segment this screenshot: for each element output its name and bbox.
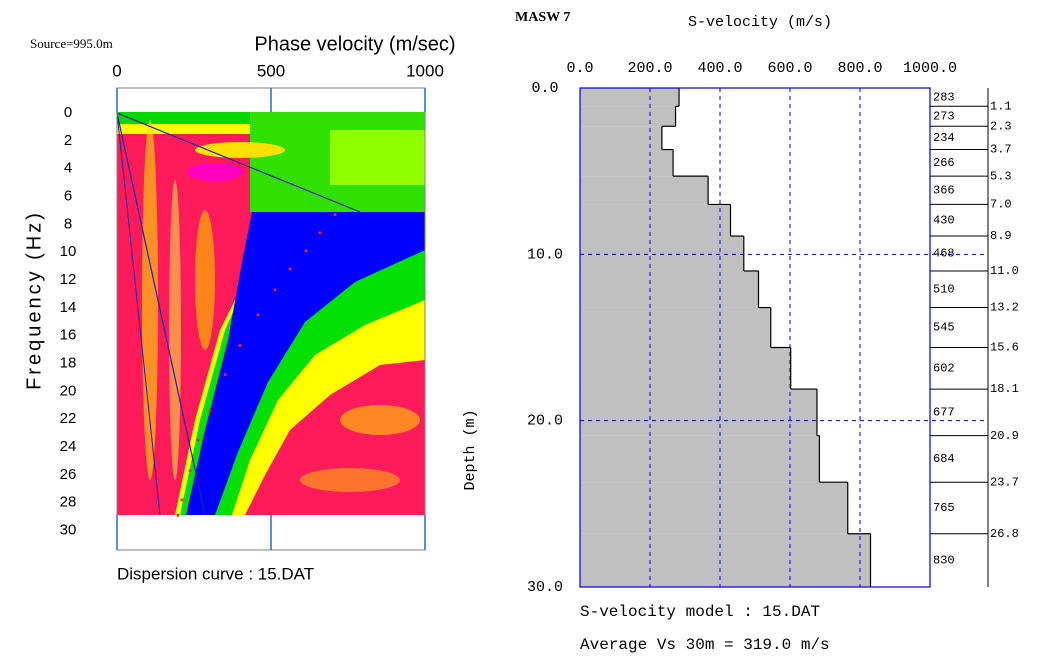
dispersion-point — [223, 373, 227, 377]
velocity-label: 266 — [933, 156, 955, 170]
velocity-label: 602 — [933, 361, 955, 375]
depth-label: 2.3 — [990, 119, 1012, 133]
source-label: Source=995.0m — [30, 36, 113, 51]
layer — [580, 435, 820, 483]
velocity-label: 366 — [933, 183, 955, 197]
velocity-label: 283 — [933, 90, 955, 104]
dispersion-point — [176, 513, 180, 517]
x-tick-label: 400.0 — [697, 60, 742, 77]
layer — [580, 307, 771, 348]
y-tick-label: 10 — [60, 243, 77, 260]
y-tick-label: 20.0 — [527, 413, 563, 430]
depth-label: 1.1 — [990, 99, 1012, 113]
velocity-label: 677 — [933, 406, 955, 420]
dispersion-point — [288, 267, 292, 271]
depth-label: 26.8 — [990, 527, 1019, 541]
y-tick-label: 8 — [64, 215, 72, 232]
layer — [580, 149, 674, 177]
layer — [580, 270, 759, 308]
dispersion-point — [304, 249, 308, 253]
dispersion-point — [180, 498, 184, 502]
y-tick-label: 10.0 — [527, 246, 563, 263]
x-tick-label: 500 — [257, 61, 285, 80]
velocity-label: 545 — [933, 321, 955, 335]
y-tick-label: 0.0 — [531, 80, 558, 97]
caption: Dispersion curve : 15.DAT — [117, 564, 314, 583]
x-tick-label: 1000 — [406, 61, 444, 80]
y-tick-label: 12 — [60, 271, 77, 288]
y-tick-label: 2 — [64, 132, 72, 149]
y-tick-label: 20 — [60, 382, 77, 399]
velocity-label: 684 — [933, 452, 955, 466]
layer — [580, 176, 709, 205]
dispersion-point — [208, 409, 212, 413]
y-tick-label: 6 — [64, 188, 72, 205]
velocity-label: 273 — [933, 109, 955, 123]
note: Average Vs 30m = 319.0 m/s — [580, 636, 830, 654]
layer — [580, 236, 744, 271]
dispersion-point — [273, 288, 277, 292]
y-tick-label: 0 — [64, 104, 72, 121]
dispersion-point — [318, 231, 322, 235]
y-axis-label: Frequency (Hz) — [23, 210, 45, 390]
depth-label: 7.0 — [990, 198, 1012, 212]
y-tick-label: 30 — [60, 521, 77, 538]
velocity-label: 430 — [933, 213, 955, 227]
right-frame — [579, 87, 931, 588]
y-tick-label: 22 — [60, 410, 77, 427]
velocity-label: 234 — [933, 131, 955, 145]
depth-label: 5.3 — [990, 169, 1012, 183]
velocity-label: 765 — [933, 501, 955, 515]
depth-label: 18.1 — [990, 382, 1019, 396]
layer — [580, 533, 871, 587]
depth-label: 15.6 — [990, 341, 1019, 355]
y-tick-label: 24 — [60, 438, 77, 455]
y-tick-label: 18 — [60, 354, 77, 371]
velocity-label: 830 — [933, 554, 955, 568]
layer — [580, 389, 817, 436]
x-axis-label: Phase velocity (m/sec) — [254, 33, 455, 55]
y-tick-label: 26 — [60, 466, 77, 483]
x-tick-label: 600.0 — [767, 60, 812, 77]
depth-label: 13.2 — [990, 301, 1019, 315]
dispersion-point — [196, 438, 200, 442]
dispersion-point — [188, 469, 192, 473]
x-tick-label: 200.0 — [627, 60, 672, 77]
layer — [580, 204, 731, 237]
dispersion-point — [333, 213, 337, 217]
y-axis-label: Depth (m) — [462, 409, 479, 490]
dispersion-point — [238, 343, 242, 347]
y-tick-label: 28 — [60, 494, 77, 511]
y-tick-label: 14 — [60, 299, 77, 316]
layer — [580, 88, 680, 107]
dispersion-point — [256, 313, 260, 317]
depth-label: 23.7 — [990, 475, 1019, 489]
depth-label: 20.9 — [990, 429, 1019, 443]
y-tick-label: 16 — [60, 327, 77, 344]
layer — [580, 106, 676, 127]
y-tick-label: 4 — [64, 160, 72, 177]
chart-title: MASW 7 — [515, 10, 570, 25]
x-tick-label: 0 — [112, 61, 121, 80]
velocity-label: 510 — [933, 282, 955, 296]
x-tick-label: 1000.0 — [903, 60, 957, 77]
layer — [580, 482, 848, 534]
y-tick-label: 30.0 — [527, 579, 563, 596]
x-tick-label: 800.0 — [837, 60, 882, 77]
x-tick-label: 0.0 — [566, 60, 593, 77]
velocity-label: 468 — [933, 247, 955, 261]
dispersion-image — [117, 112, 425, 515]
caption: S-velocity model : 15.DAT — [580, 603, 820, 621]
depth-label: 3.7 — [990, 143, 1012, 157]
depth-label: 11.0 — [990, 264, 1019, 278]
x-axis-label: S-velocity (m/s) — [688, 14, 832, 31]
layer — [580, 126, 662, 150]
layer — [580, 347, 791, 390]
depth-label: 8.9 — [990, 229, 1012, 243]
